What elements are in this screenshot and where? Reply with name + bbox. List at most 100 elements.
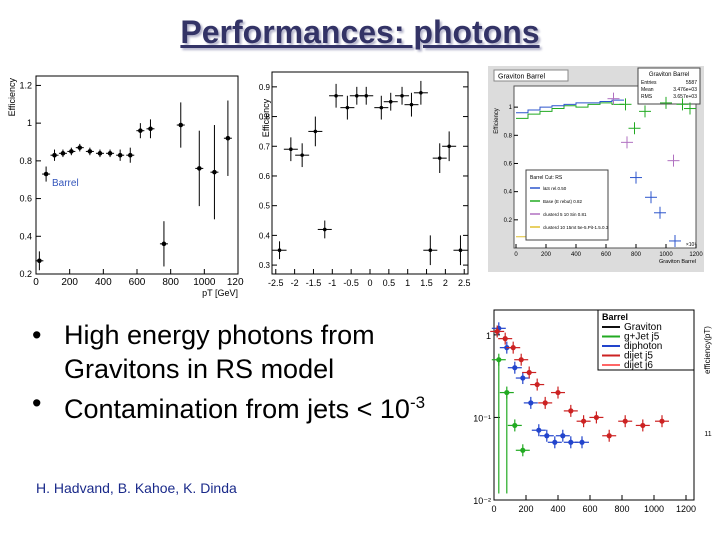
data-point (510, 345, 516, 351)
efficiency-vs-eta-plot: 0.3 0.4 0.5 0.6 0.7 0.8 0.9 -2.5 -2 -1.5 -1 -0.5 0 0.… (259, 71, 470, 288)
data-point (502, 336, 508, 342)
data-point (37, 258, 42, 264)
series-line (516, 102, 624, 119)
data-point (544, 433, 550, 439)
data-point (388, 99, 393, 104)
data-point (552, 439, 558, 445)
x-tick-label: -2.5 (268, 278, 284, 288)
data-point (277, 248, 282, 253)
data-point (494, 328, 500, 335)
slide-title: Performances: photons (180, 14, 540, 50)
data-point (622, 418, 628, 424)
legend-entry: Base (E rebut) 0.82 (543, 199, 583, 204)
stats-label: RMS (641, 94, 653, 100)
data-point (520, 375, 526, 381)
x-tick-label: 2 (443, 278, 448, 288)
y-axis-label: Efficiency (7, 78, 17, 117)
data-point (520, 447, 526, 453)
bullet-text: High energy photons from Gravitons in RS… (64, 320, 375, 384)
y-tick-label: 0.4 (504, 190, 513, 196)
data-point (526, 369, 532, 376)
data-point (512, 365, 518, 371)
data-point (400, 93, 404, 98)
data-point (60, 151, 66, 156)
data-point (437, 156, 442, 160)
plot-frame (493, 309, 695, 501)
bullet-item: • High energy photons from Gravitons in … (30, 318, 450, 386)
data-point (534, 381, 540, 388)
x-tick-label: 400 (550, 504, 565, 514)
data-point (518, 357, 524, 363)
x-tick-label: 200 (518, 504, 533, 514)
y-axis-label: Efficiency (494, 108, 500, 134)
x-tick-label: 400 (571, 252, 582, 258)
efficiency-vs-pt-plot: 0.2 0.4 0.6 0.8 1 1.2 0 200 400 600 800 1000 1200pT … (7, 75, 244, 298)
data-point (148, 126, 153, 132)
y-tick-label: 1 (27, 118, 32, 128)
plot-title: Graviton Barrel (498, 74, 546, 81)
y-axis-label: Efficiency (261, 98, 271, 137)
y-tick-label: 10⁻² (473, 496, 491, 506)
x-tick-label: -1.5 (306, 278, 322, 288)
stats-label: Entries (641, 80, 657, 86)
y-tick-label: 10⁻¹ (473, 413, 491, 423)
bullet-dot: • (32, 388, 42, 418)
data-point (212, 169, 217, 175)
x-tick-label: 0 (33, 277, 39, 288)
legend-entry: dijet j5 (624, 351, 653, 362)
stats-box (637, 67, 701, 105)
data-point (138, 128, 143, 133)
data-point (379, 105, 384, 110)
y-tick-label: 0.8 (19, 156, 32, 166)
x-tick-label: 1 (405, 278, 410, 288)
x-tick-label: 1200 (676, 504, 696, 514)
data-point (409, 102, 414, 107)
bullet-item: • Contamination from jets < 10-3 (30, 386, 450, 426)
y-tick-label: 0.2 (504, 218, 513, 224)
data-point (640, 422, 646, 429)
x-tick-label: 1200 (227, 277, 244, 288)
data-point (512, 422, 518, 429)
data-point (536, 427, 542, 433)
data-point (593, 414, 599, 421)
authors-line: H. Hadvand, B. Kahoe, K. Dinda (36, 480, 237, 496)
contamination-log-plot: 1 10⁻¹ 10⁻²0 200 400 600 800 1000 1200 efficiency… (473, 309, 712, 514)
y-tick-label: 0.7 (259, 142, 271, 151)
x-tick-label: 1000 (659, 252, 673, 258)
data-point (419, 90, 423, 95)
x-tick-label: 1.5 (420, 278, 433, 288)
data-point (161, 241, 167, 247)
y-tick-label: 0.6 (504, 161, 513, 167)
data-point (542, 400, 548, 406)
y-tick-label: 0.8 (504, 133, 513, 139)
data-point (322, 227, 327, 232)
data-point (606, 433, 612, 439)
data-point (355, 93, 359, 98)
data-point (313, 129, 318, 134)
x-tick-label: 0 (491, 504, 496, 514)
x-axis-label: pT [GeV] (202, 288, 238, 298)
x-tick-label: -1 (328, 278, 336, 288)
data-point (196, 166, 202, 171)
y-tick-label: 0.3 (259, 261, 271, 270)
x-tick-label: 0 (367, 278, 372, 288)
y-tick-label: 0.5 (259, 202, 271, 211)
data-point (345, 105, 350, 110)
data-point (97, 151, 103, 156)
data-point (300, 153, 304, 157)
x-tick-label: -0.5 (343, 278, 359, 288)
x-tick-label: 1000 (644, 504, 664, 514)
data-point (555, 389, 561, 396)
data-point (568, 439, 574, 445)
y-tick-label: 0.2 (19, 269, 32, 279)
data-point (458, 248, 463, 253)
y-tick-label: 1 (486, 331, 491, 341)
data-point (568, 408, 574, 414)
y-tick-label: 0.6 (259, 172, 271, 181)
data-point (579, 439, 585, 445)
y-tick-label: 0.4 (259, 231, 271, 240)
x-exponent-label: ×10³ (686, 242, 696, 248)
data-point (447, 144, 451, 149)
y-tick-label: 0.8 (259, 113, 271, 122)
x-tick-label: 800 (631, 252, 642, 258)
